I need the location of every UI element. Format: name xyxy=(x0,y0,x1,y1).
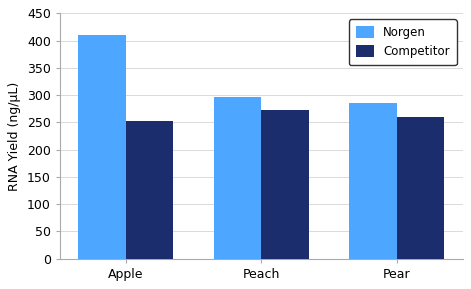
Y-axis label: RNA Yield (ng/μL): RNA Yield (ng/μL) xyxy=(8,81,21,191)
Bar xyxy=(126,121,173,259)
Bar xyxy=(261,110,309,259)
Bar xyxy=(214,97,261,259)
Bar xyxy=(397,117,444,259)
Bar xyxy=(349,103,397,259)
Legend: Norgen, Competitor: Norgen, Competitor xyxy=(349,19,457,65)
Bar xyxy=(78,35,126,259)
